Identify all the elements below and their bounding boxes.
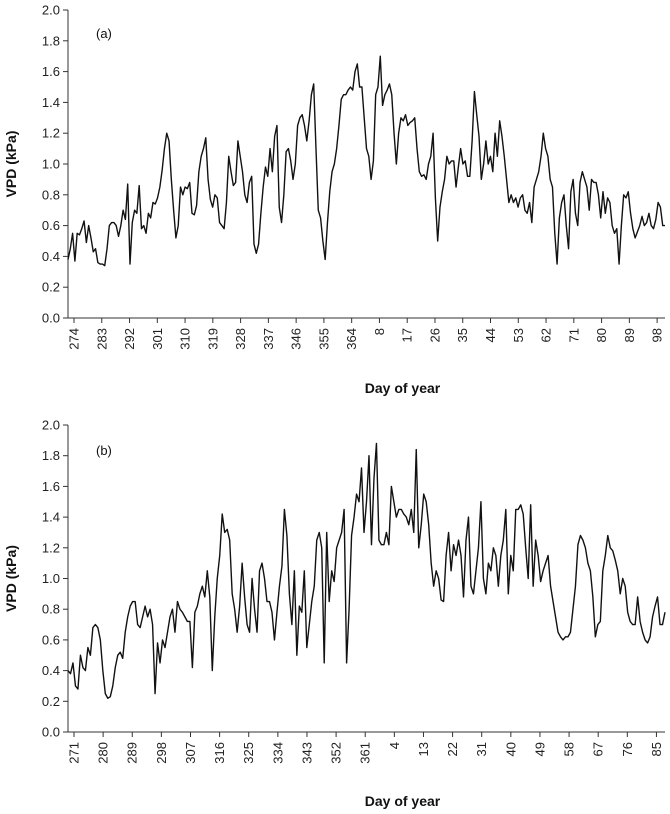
x-tick-label: 13 <box>416 742 431 756</box>
x-tick-label: 310 <box>178 328 193 350</box>
y-tick-label: 1.0 <box>42 157 60 172</box>
vpd-series-line <box>67 442 666 699</box>
x-tick-label: 58 <box>562 742 577 756</box>
x-tick-label: 22 <box>445 742 460 756</box>
x-tick-label: 40 <box>503 742 518 756</box>
x-tick-label: 80 <box>594 328 609 342</box>
y-tick-label: 1.2 <box>42 540 60 555</box>
x-tick-label: 8 <box>372 328 387 335</box>
y-tick-label: 0.8 <box>42 602 60 617</box>
x-tick-label: 292 <box>122 328 137 350</box>
x-tick-label: 62 <box>539 328 554 342</box>
y-tick-label: 1.2 <box>42 126 60 141</box>
y-tick-label: 0.6 <box>42 218 60 233</box>
x-tick-label: 31 <box>474 742 489 756</box>
panel-label: (a) <box>96 26 112 41</box>
y-tick-label: 0.0 <box>42 725 60 740</box>
y-tick-label: 0.0 <box>42 311 60 326</box>
vpd-series-line <box>67 55 665 267</box>
x-tick-label: 17 <box>400 328 415 342</box>
x-axis-title: Day of year <box>365 793 441 809</box>
x-tick-label: 319 <box>205 328 220 350</box>
x-tick-label: 355 <box>316 328 331 350</box>
x-tick-label: 325 <box>241 742 256 764</box>
y-tick-label: 1.4 <box>42 95 60 110</box>
x-tick-label: 53 <box>511 328 526 342</box>
x-tick-label: 337 <box>261 328 276 350</box>
x-tick-label: 71 <box>566 328 581 342</box>
x-axis-title: Day of year <box>365 380 441 396</box>
x-tick-label: 67 <box>591 742 606 756</box>
x-tick-label: 298 <box>154 742 169 764</box>
y-tick-label: 0.8 <box>42 187 60 202</box>
y-axis-title: VPD (kPa) <box>3 545 19 612</box>
x-tick-label: 49 <box>532 742 547 756</box>
x-tick-label: 280 <box>96 742 111 764</box>
x-tick-label: 364 <box>344 328 359 350</box>
y-tick-label: 0.2 <box>42 280 60 295</box>
x-tick-label: 361 <box>358 742 373 764</box>
x-tick-label: 85 <box>649 742 664 756</box>
x-tick-label: 334 <box>270 742 285 764</box>
x-tick-label: 4 <box>387 742 402 749</box>
x-tick-label: 26 <box>427 328 442 342</box>
x-tick-label: 343 <box>299 742 314 764</box>
x-tick-label: 283 <box>94 328 109 350</box>
y-tick-label: 1.6 <box>42 64 60 79</box>
y-tick-label: 1.6 <box>42 479 60 494</box>
y-tick-label: 1.8 <box>42 33 60 48</box>
x-tick-label: 35 <box>455 328 470 342</box>
y-tick-label: 1.8 <box>42 448 60 463</box>
x-tick-label: 271 <box>67 742 82 764</box>
x-tick-label: 98 <box>650 328 665 342</box>
y-tick-label: 2.0 <box>42 418 60 433</box>
y-tick-label: 2.0 <box>42 3 60 18</box>
y-tick-label: 0.6 <box>42 632 60 647</box>
y-tick-label: 1.4 <box>42 510 60 525</box>
y-tick-label: 0.2 <box>42 694 60 709</box>
x-tick-label: 328 <box>233 328 248 350</box>
y-tick-label: 0.4 <box>42 663 60 678</box>
x-tick-label: 316 <box>212 742 227 764</box>
x-tick-label: 76 <box>620 742 635 756</box>
y-tick-label: 0.4 <box>42 249 60 264</box>
x-tick-label: 89 <box>622 328 637 342</box>
y-axis-title: VPD (kPa) <box>3 131 19 198</box>
panel-b: 0.0 0.2 0.4 0.6 0.8 1.0 1.2 1.4 1.6 1.8 2.0 271 280 2… <box>3 418 666 809</box>
x-tick-label: 274 <box>67 328 82 350</box>
x-tick-label: 289 <box>125 742 140 764</box>
x-tick-label: 346 <box>289 328 304 350</box>
y-tick-label: 1.0 <box>42 571 60 586</box>
x-tick-label: 301 <box>150 328 165 350</box>
panel-a: 0.0 0.2 0.4 0.6 0.8 1.0 1.2 1.4 1.6 1.8 2.0 274 283 2… <box>3 3 665 396</box>
x-tick-label: 44 <box>483 328 498 342</box>
x-tick-label: 352 <box>329 742 344 764</box>
x-tick-label: 307 <box>183 742 198 764</box>
panel-label: (b) <box>96 443 112 458</box>
